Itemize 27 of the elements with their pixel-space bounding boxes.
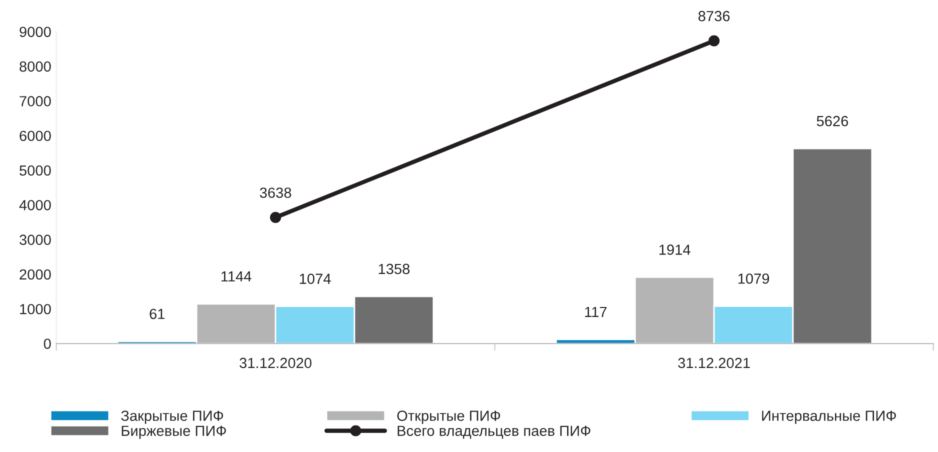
legend-label: Закрытые ПИФ bbox=[121, 410, 224, 424]
x-tick-label: 31.12.2020 bbox=[240, 358, 312, 368]
data-label: 1079 bbox=[738, 273, 770, 284]
legend-label: Биржевые ПИФ bbox=[122, 426, 226, 439]
y-tick-label: 5000 bbox=[20, 165, 51, 176]
data-label: 5626 bbox=[816, 116, 848, 126]
data-label: 8736 bbox=[698, 10, 730, 22]
data-label: 61 bbox=[150, 308, 165, 320]
y-tick-label: 3000 bbox=[20, 234, 51, 245]
y-tick-label: 8000 bbox=[20, 61, 51, 72]
data-label: 3638 bbox=[260, 188, 292, 198]
data-label: 1358 bbox=[378, 264, 410, 274]
y-tick-label: 6000 bbox=[20, 130, 51, 142]
y-tick-label: 9000 bbox=[20, 26, 51, 38]
data-label: 1144 bbox=[222, 271, 252, 282]
y-tick-label: 2000 bbox=[20, 269, 51, 280]
y-tick-label: 7000 bbox=[20, 96, 51, 106]
y-tick-label: 4000 bbox=[19, 200, 51, 210]
legend-label: Открытые ПИФ bbox=[397, 410, 500, 424]
data-label: 1914 bbox=[659, 244, 690, 255]
y-tick-label: 0 bbox=[44, 338, 51, 349]
y-tick-label: 1000 bbox=[20, 304, 51, 314]
legend-label: Интервальные ПИФ bbox=[762, 410, 896, 424]
data-label: 117 bbox=[585, 306, 607, 317]
legend-label: Всего владельцев паев ПИФ bbox=[398, 426, 590, 439]
data-label: 1074 bbox=[300, 274, 331, 284]
x-tick-label: 31.12.2021 bbox=[678, 358, 750, 368]
